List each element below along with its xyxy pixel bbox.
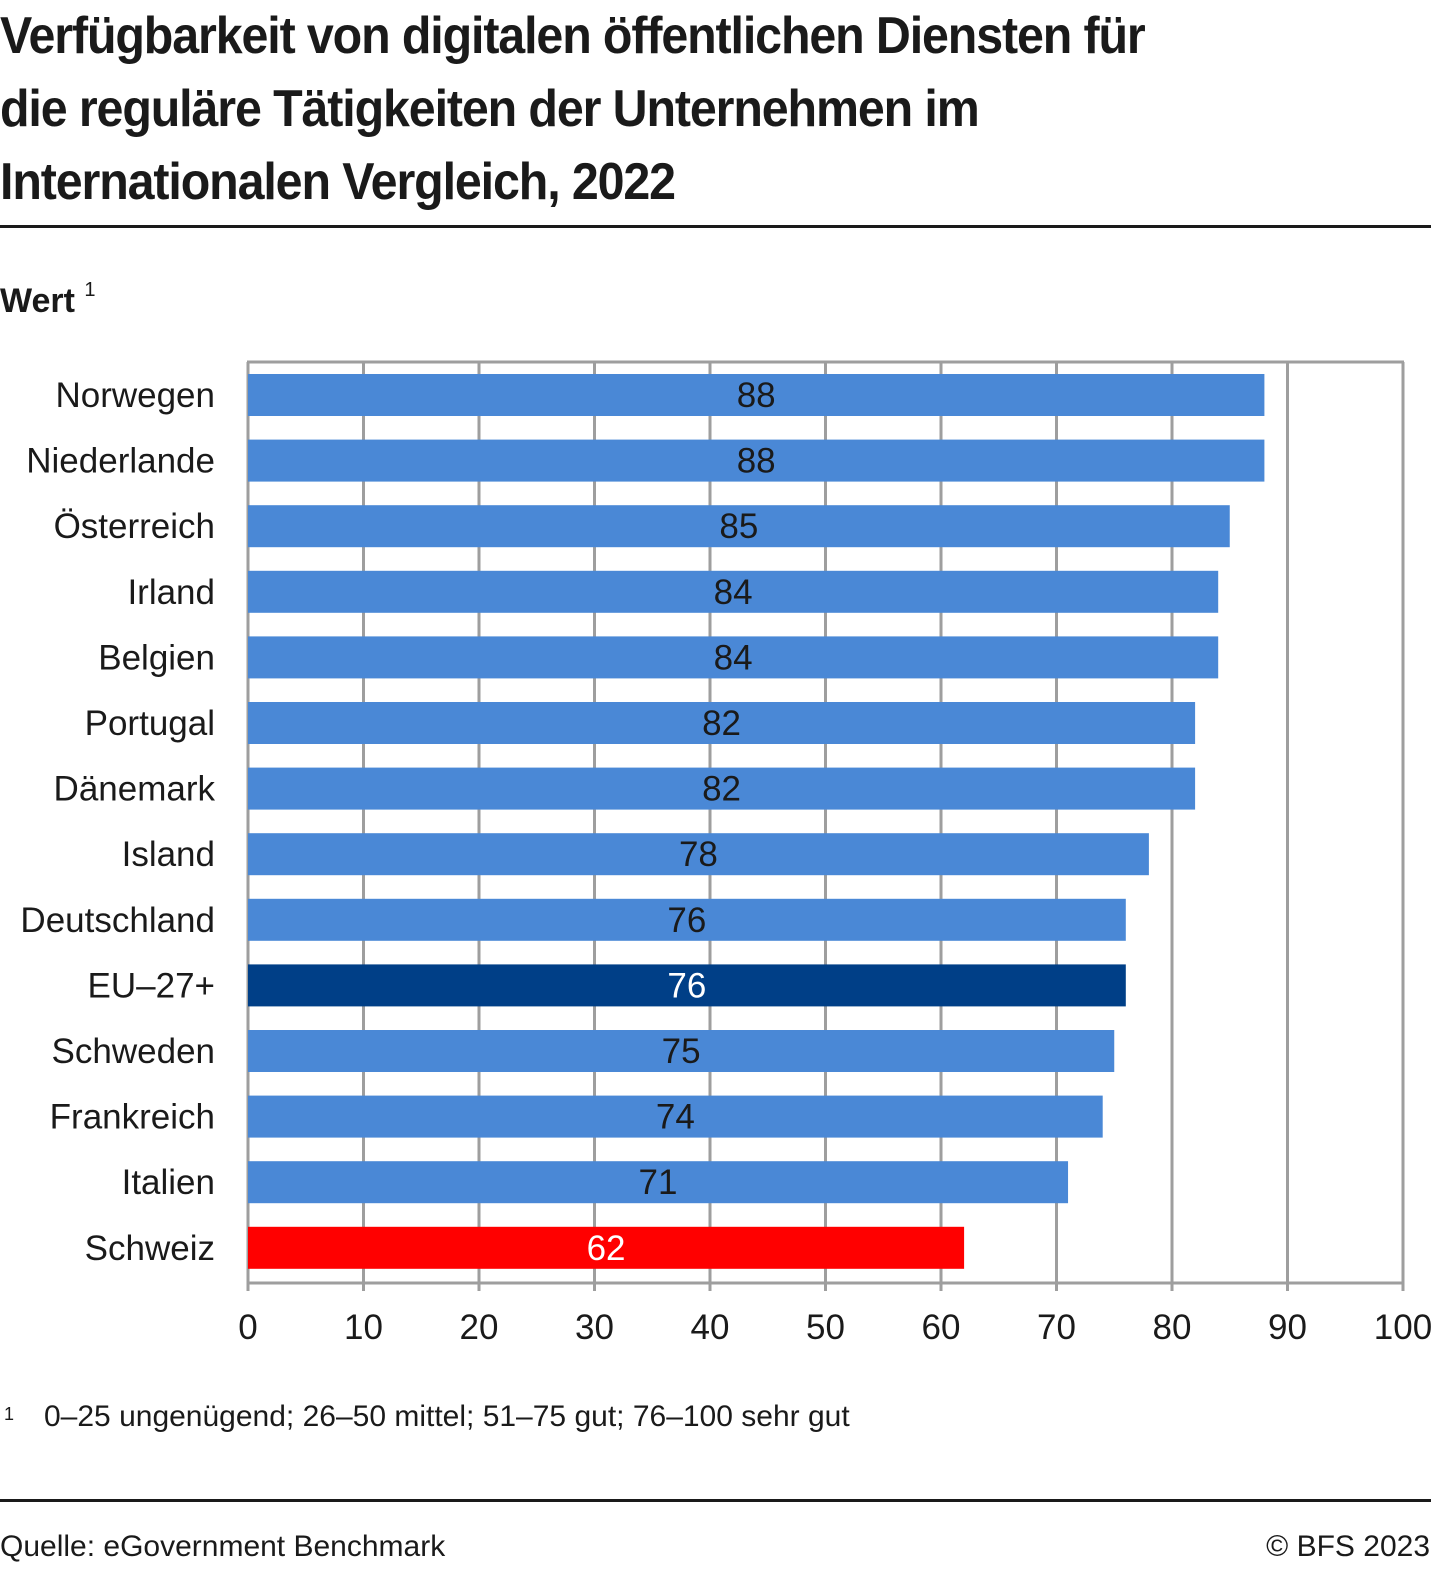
category-label: Portugal [85, 704, 215, 743]
x-tick-label: 60 [922, 1308, 961, 1347]
category-label: Norwegen [55, 376, 215, 415]
data-label: 88 [737, 376, 776, 415]
unit-footnote-mark: 1 [84, 278, 96, 301]
data-label: 75 [662, 1032, 701, 1071]
x-tick-label: 0 [238, 1308, 257, 1347]
unit-label-text: Wert [0, 282, 75, 320]
data-label: 76 [667, 966, 706, 1005]
x-tick-label: 70 [1037, 1308, 1076, 1347]
bar [248, 1030, 1115, 1072]
bar [248, 570, 1219, 613]
bar [248, 833, 1149, 876]
footnote-text: 0–25 ungenügend; 26–50 mittel; 51–75 gut… [44, 1400, 850, 1433]
copyright-text: © BFS 2023 [1266, 1530, 1430, 1563]
data-label: 82 [702, 770, 741, 809]
x-tick-label: 100 [1374, 1308, 1432, 1347]
data-label: 82 [702, 704, 741, 743]
title-divider [0, 225, 1431, 228]
data-label: 88 [737, 442, 776, 481]
x-tick-label: 20 [460, 1308, 499, 1347]
data-label: 62 [587, 1229, 626, 1268]
source-text: Quelle: eGovernment Benchmark [0, 1530, 446, 1563]
category-label: Schweiz [85, 1229, 215, 1268]
category-label: Island [122, 835, 215, 874]
bar [248, 767, 1196, 810]
bar [248, 1161, 1069, 1204]
category-label: Deutschland [20, 901, 215, 940]
bar [248, 702, 1196, 744]
bar [248, 505, 1230, 548]
bar [248, 964, 1126, 1007]
x-tick-label: 10 [344, 1308, 383, 1347]
category-label: Italien [122, 1163, 215, 1202]
x-tick-label: 30 [575, 1308, 614, 1347]
x-tick-label: 40 [691, 1308, 730, 1347]
chart-title: Verfügbarkeit von digitalen öffentlichen… [0, 7, 1146, 211]
category-label: Österreich [54, 507, 215, 546]
x-tick-label: 90 [1268, 1308, 1307, 1347]
data-label: 76 [667, 901, 706, 940]
data-label: 84 [714, 573, 753, 612]
bar [248, 636, 1219, 679]
bar [248, 898, 1126, 941]
bar [248, 439, 1265, 482]
bar [248, 374, 1265, 416]
data-label: 71 [639, 1163, 678, 1202]
bar-chart: Norwegen 88 Niederlande 88 Österreich 85 Irlan… [20, 360, 1432, 1347]
footnote-mark: 1 [4, 1404, 15, 1424]
x-tick-label: 50 [806, 1308, 845, 1347]
category-label: Irland [127, 573, 215, 612]
data-label: 78 [679, 835, 718, 874]
data-label: 74 [656, 1098, 695, 1137]
bar [248, 1095, 1103, 1138]
category-label: Frankreich [50, 1098, 215, 1137]
category-label: EU–27+ [88, 966, 215, 1005]
data-label: 84 [714, 638, 753, 677]
category-label: Schweden [52, 1032, 215, 1071]
footer-divider [0, 1499, 1431, 1502]
data-label: 85 [719, 507, 758, 546]
category-label: Dänemark [54, 770, 216, 809]
category-label: Belgien [98, 638, 215, 677]
x-tick-label: 80 [1153, 1308, 1192, 1347]
unit-label: Wert 1 [0, 278, 96, 321]
category-label: Niederlande [26, 442, 215, 481]
bar [248, 1226, 965, 1269]
